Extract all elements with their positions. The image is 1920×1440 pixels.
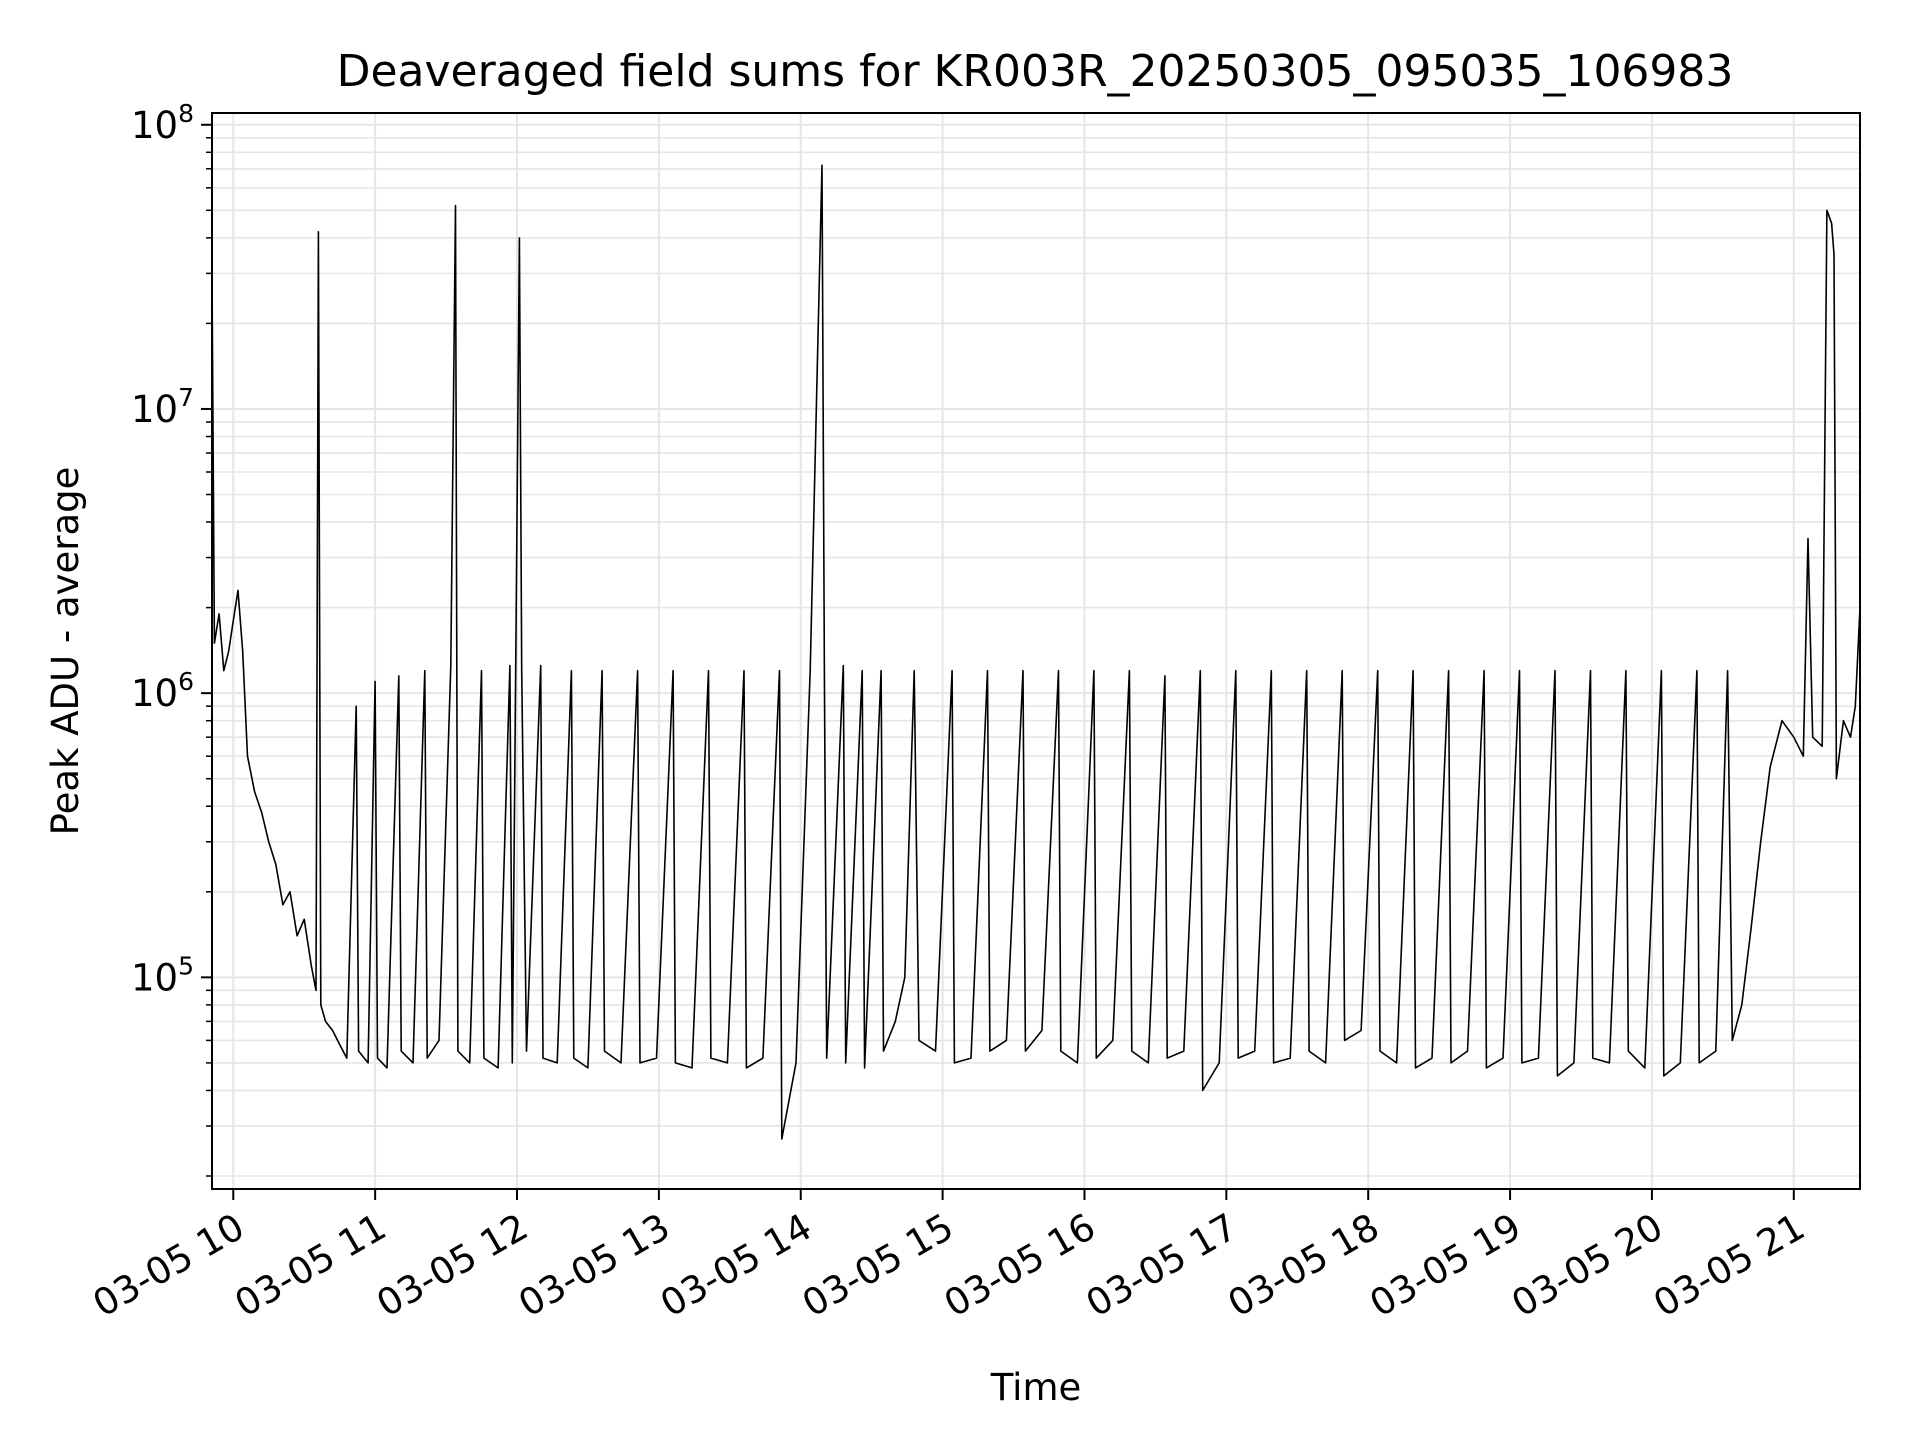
y-tick-base: 10 xyxy=(131,388,178,431)
y-tick-base: 10 xyxy=(131,956,178,999)
series-line xyxy=(211,164,1861,1140)
y-tick-base: 10 xyxy=(131,104,178,147)
chart-title: Deaveraged field sums for KR003R_2025030… xyxy=(337,46,1734,97)
y-tick-exponent: 7 xyxy=(178,383,194,412)
plot-frame xyxy=(211,112,1861,1190)
y-axis-label: Peak ADU - average xyxy=(44,467,87,836)
y-tick-label: 107 xyxy=(131,383,194,431)
x-axis-label: Time xyxy=(990,1366,1082,1409)
y-tick-label: 106 xyxy=(131,667,194,715)
y-tick-base: 10 xyxy=(131,672,178,715)
y-tick-label: 108 xyxy=(131,99,194,147)
series-layer xyxy=(211,164,1861,1140)
grid xyxy=(212,113,1860,1189)
y-tick-exponent: 5 xyxy=(178,951,194,980)
y-tick-label: 105 xyxy=(131,951,194,999)
y-tick-exponent: 6 xyxy=(178,667,194,696)
y-tick-exponent: 8 xyxy=(178,99,194,128)
